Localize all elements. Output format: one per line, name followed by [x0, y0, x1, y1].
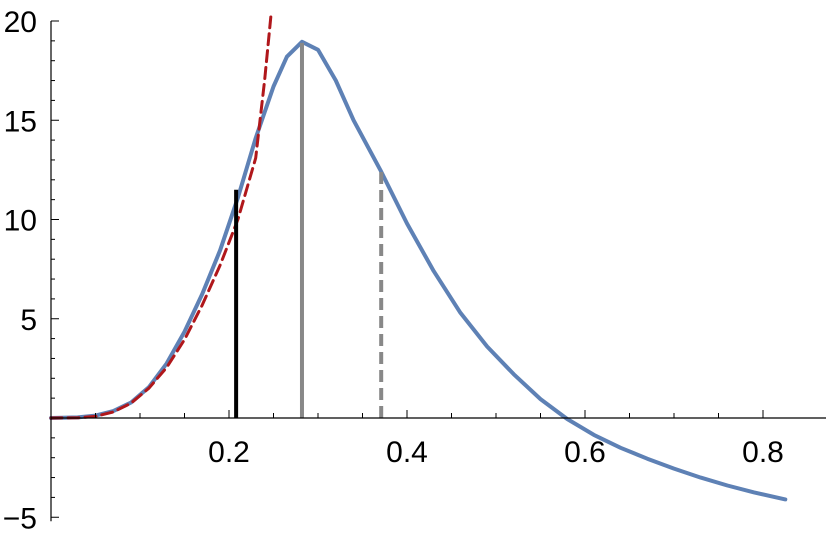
x-tick-label: 0.2	[208, 436, 250, 469]
y-tick-label: −5	[3, 502, 37, 535]
y-tick-label: 10	[4, 205, 37, 238]
y-tick-label: 5	[20, 304, 37, 337]
y-tick-label: 20	[4, 6, 37, 39]
dashed-approximation-curve	[49, 15, 273, 420]
x-tick-label: 0.4	[386, 436, 428, 469]
axes	[50, 20, 826, 522]
plot-lines	[49, 15, 788, 502]
vertical-markers	[234, 42, 384, 418]
tick-labels: 0.2 0.4 0.6 0.8 −5 5 10 15 20	[3, 6, 784, 535]
x-tick-label: 0.6	[564, 436, 606, 469]
y-tick-label: 15	[4, 105, 37, 138]
x-tick-label: 0.8	[742, 436, 784, 469]
main-curve	[49, 39, 788, 502]
